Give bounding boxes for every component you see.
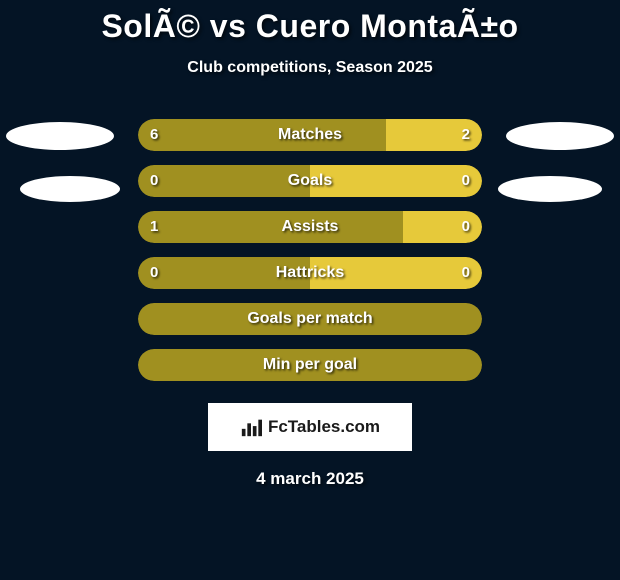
page-title: SolÃ© vs Cuero MontaÃ±o <box>0 0 620 45</box>
stat-bar: Hattricks00 <box>138 257 482 289</box>
stat-row: Goals per match <box>138 303 482 335</box>
stat-bar-left <box>138 165 310 197</box>
comparison-rows: Matches62 Goals00 Assists10 Hattricks00 Goal… <box>0 119 620 381</box>
stat-bar-left <box>138 257 310 289</box>
player-photo-placeholder <box>20 176 120 202</box>
player-photo-placeholder <box>6 122 114 150</box>
stat-bar: Goals per match <box>138 303 482 335</box>
stat-bar: Goals00 <box>138 165 482 197</box>
stat-row: Min per goal <box>138 349 482 381</box>
stat-row: Assists10 <box>138 211 482 243</box>
stat-bar-left <box>138 211 403 243</box>
stat-bar-right <box>403 211 482 243</box>
stat-bar-full <box>138 349 482 381</box>
player-photo-placeholder <box>506 122 614 150</box>
subtitle: Club competitions, Season 2025 <box>0 59 620 77</box>
stat-bar: Min per goal <box>138 349 482 381</box>
source-badge: FcTables.com <box>208 403 412 451</box>
stat-bar: Assists10 <box>138 211 482 243</box>
stat-bar-left <box>138 119 386 151</box>
stat-row: Matches62 <box>138 119 482 151</box>
stat-bar-right <box>310 165 482 197</box>
stat-bar-full <box>138 303 482 335</box>
date-text: 4 march 2025 <box>0 469 620 489</box>
source-badge-text: FcTables.com <box>268 417 380 437</box>
stat-row: Hattricks00 <box>138 257 482 289</box>
stat-bar-right <box>310 257 482 289</box>
stat-bar: Matches62 <box>138 119 482 151</box>
player-photo-placeholder <box>498 176 602 202</box>
bars-logo-icon <box>240 416 262 438</box>
stat-bar-right <box>386 119 482 151</box>
stat-row: Goals00 <box>138 165 482 197</box>
